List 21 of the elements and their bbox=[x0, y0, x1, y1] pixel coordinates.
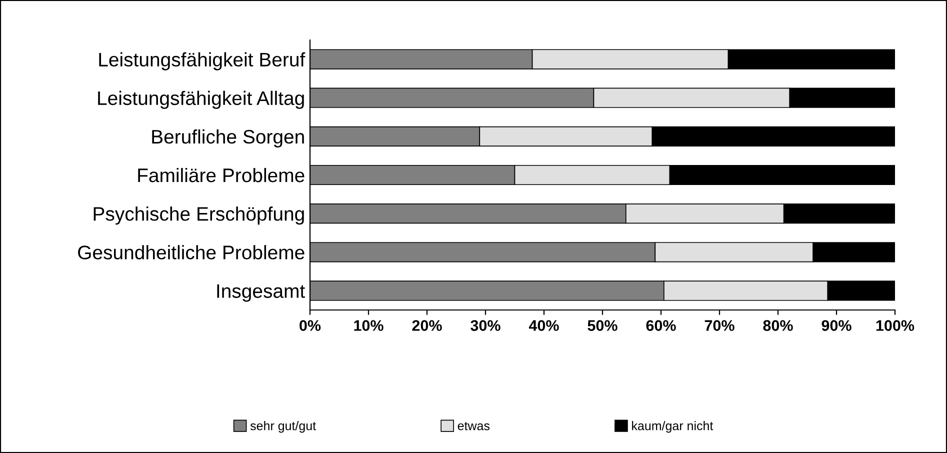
legend-label: etwas bbox=[458, 422, 490, 430]
y-tick-label: Leistungsfähigkeit Beruf bbox=[99, 52, 306, 70]
x-tick-label: 80% bbox=[763, 320, 793, 331]
x-tick-label: 10% bbox=[354, 320, 384, 331]
x-tick-label: 70% bbox=[704, 320, 734, 331]
x-tick-label: 50% bbox=[588, 320, 618, 331]
x-tick-label: 90% bbox=[822, 320, 852, 331]
y-tick-label: Familiäre Probleme bbox=[138, 168, 304, 182]
x-tick-label: 30% bbox=[470, 320, 500, 331]
x-tick-label: 100% bbox=[876, 320, 914, 331]
legend-label: sehr gut/gut bbox=[250, 421, 316, 433]
x-tick-label: 60% bbox=[646, 320, 676, 331]
x-tick-label: 40% bbox=[528, 320, 559, 331]
y-tick-label: Psychische Erschöpfung bbox=[94, 206, 304, 225]
y-tick-label: Gesundheitliche Probleme bbox=[78, 245, 304, 260]
x-tick-label: 0% bbox=[300, 320, 321, 331]
y-tick-label: Insgesamt bbox=[217, 284, 305, 302]
y-tick-label: Leistungsfähigkeit Alltag bbox=[98, 90, 304, 109]
x-tick-label: 20% bbox=[412, 320, 442, 331]
y-tick-label: Berufliche Sorgen bbox=[152, 129, 304, 148]
legend-label: kaum/gar nicht bbox=[632, 421, 714, 433]
